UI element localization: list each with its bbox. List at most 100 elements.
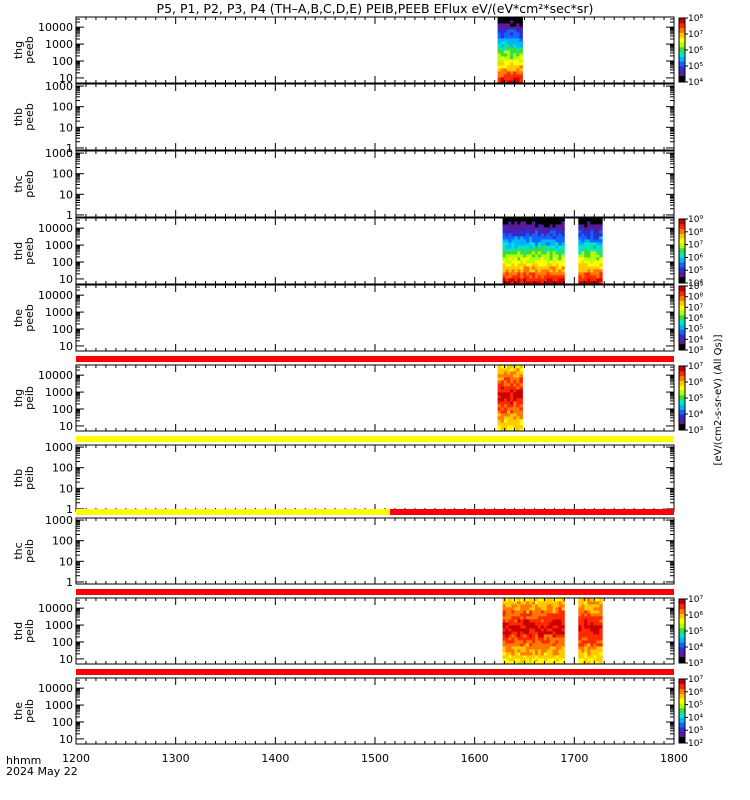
- spectrogram-cell: [505, 218, 509, 222]
- colorbar-tick-label: 10⁹: [688, 215, 703, 225]
- colorbar-cell: [679, 611, 685, 614]
- colorbar-cell: [679, 59, 685, 62]
- spectrogram-cell: [510, 59, 514, 63]
- spectrogram-cell: [526, 649, 530, 653]
- spectrogram-cell: [599, 248, 603, 252]
- spectrogram-cell: [587, 655, 591, 659]
- spectrogram-cell: [537, 658, 542, 662]
- spectrogram-cell: [514, 281, 518, 285]
- spectrogram-cell: [584, 245, 588, 249]
- spectrogram-cell: [514, 655, 518, 659]
- colorbar-cell: [679, 425, 685, 428]
- spectrogram-cell: [552, 278, 556, 282]
- spectrogram-cell: [561, 233, 565, 237]
- spectrogram-cell: [555, 263, 559, 267]
- spectrogram-cell: [578, 661, 582, 665]
- spectrogram-cell: [578, 236, 582, 240]
- y-tick-label: 1: [66, 142, 73, 155]
- colorbar-cell: [679, 659, 685, 662]
- spectrogram-cell: [543, 251, 548, 255]
- colorbar-cell: [679, 691, 685, 694]
- spectrogram-cell: [497, 17, 502, 21]
- spectrogram-cell: [537, 218, 542, 222]
- spectrogram-cell: [519, 56, 523, 60]
- colorbar-cell: [679, 305, 685, 308]
- spectrogram-cell: [508, 266, 512, 270]
- spectrogram-cell: [558, 275, 562, 279]
- spectrogram-cell: [552, 631, 556, 635]
- spectrogram-cell: [599, 604, 603, 608]
- spectrogram-cell: [506, 44, 511, 48]
- spectrogram-cell: [555, 610, 559, 614]
- spectrogram-cell: [500, 20, 505, 24]
- spectrogram-cell: [531, 646, 536, 650]
- spectrogram-cell: [508, 278, 512, 282]
- panel-label: peeb: [23, 304, 36, 332]
- spectrogram-cell: [516, 47, 520, 51]
- spectrogram-cell: [578, 254, 582, 258]
- spectrogram-cell: [526, 601, 530, 605]
- colorbar-cell: [679, 268, 685, 271]
- spectrogram-cell: [584, 628, 588, 632]
- spectrogram-cell: [581, 218, 585, 222]
- colorbar-tick-label: 10⁴: [688, 335, 703, 345]
- spectrogram-cell: [500, 416, 505, 420]
- colorbar-cell: [679, 220, 685, 223]
- spectrogram-cell: [534, 640, 539, 644]
- spectrogram-cell: [584, 619, 588, 623]
- spectrogram-cell: [590, 625, 594, 629]
- colorbar-cell: [679, 244, 685, 247]
- colorbar-cell: [679, 410, 685, 413]
- spectrogram-cell: [549, 616, 553, 620]
- colorbar-tick-label: 10³: [688, 659, 703, 669]
- spectrogram-cell: [508, 263, 512, 267]
- spectrogram-cell: [543, 224, 548, 228]
- spectrogram-cell: [596, 257, 600, 261]
- spectrogram-cell: [506, 23, 511, 27]
- spectrogram-cell: [584, 646, 588, 650]
- spectrogram-cell: [561, 236, 565, 240]
- spectrogram-cell: [513, 389, 517, 393]
- spectrogram-cell: [500, 425, 505, 429]
- colorbar-tick-label: 10⁸: [688, 293, 703, 303]
- spectrogram-cell: [561, 661, 565, 665]
- spectrogram-cell: [558, 625, 562, 629]
- spectrogram-cell: [506, 17, 511, 21]
- spectrogram-cell: [534, 628, 539, 632]
- spectrogram-cell: [555, 269, 559, 273]
- colorbar-cell: [679, 279, 685, 282]
- spectrogram-cell: [497, 407, 502, 411]
- spectrogram-cell: [516, 419, 520, 423]
- spectrogram-cell: [514, 275, 518, 279]
- spectrogram-cell: [593, 236, 597, 240]
- spectrogram-cell: [534, 278, 539, 282]
- spectrogram-cell: [543, 269, 548, 273]
- spectrogram-cell: [514, 218, 518, 222]
- spectrogram-cell: [537, 239, 542, 243]
- colorbar-cell: [679, 610, 685, 613]
- spectrogram-cell: [514, 257, 518, 261]
- spectrogram-cell: [516, 53, 520, 57]
- spectrogram-cell: [590, 239, 594, 243]
- colorbar-cell: [679, 377, 685, 380]
- spectrogram-cell: [587, 628, 591, 632]
- spectrogram-cell: [510, 71, 514, 75]
- spectrogram-cell: [552, 248, 556, 252]
- colorbar-cell: [679, 415, 685, 418]
- spectrogram-cell: [505, 227, 509, 231]
- spectrogram-cell: [514, 601, 518, 605]
- spectrogram-cell: [520, 625, 524, 629]
- spectrogram-cell: [531, 619, 536, 623]
- spectrogram-cell: [511, 658, 515, 662]
- spectrogram-cell: [513, 425, 517, 429]
- spectrogram-cell: [549, 275, 553, 279]
- spectrogram-cell: [558, 628, 562, 632]
- spectrogram-cell: [502, 260, 506, 264]
- spectrogram-cell: [584, 248, 588, 252]
- spectrogram-cell: [593, 278, 597, 282]
- spectrogram-cell: [555, 661, 559, 665]
- spectrogram-cell: [505, 622, 509, 626]
- spectrogram-cell: [593, 655, 597, 659]
- spectrogram-cell: [543, 640, 548, 644]
- panel-frame: [75, 364, 675, 432]
